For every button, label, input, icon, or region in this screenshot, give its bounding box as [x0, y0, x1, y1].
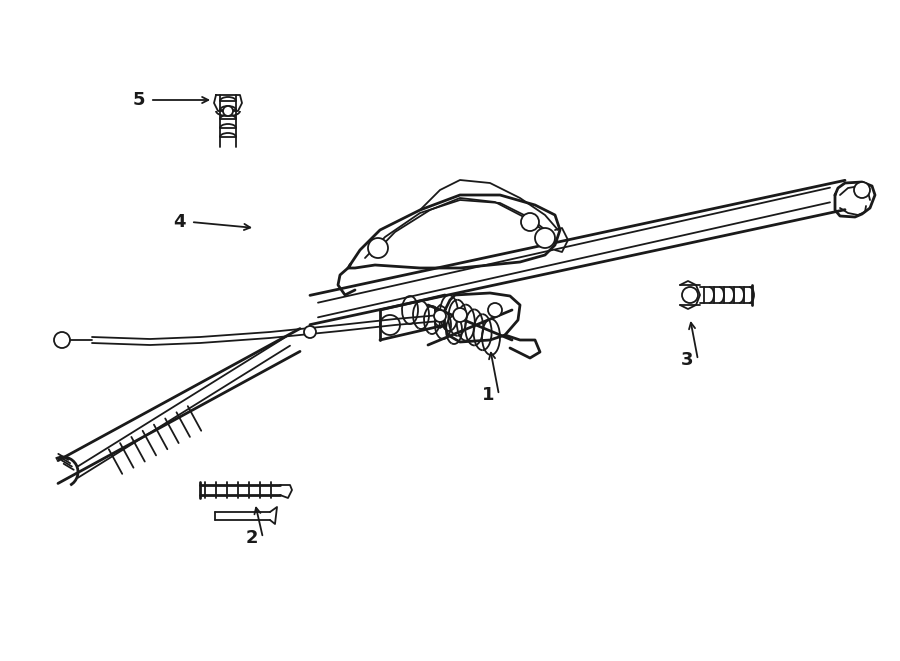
Circle shape: [854, 182, 870, 198]
Circle shape: [368, 238, 388, 258]
Circle shape: [453, 308, 467, 322]
Text: 2: 2: [246, 529, 258, 547]
Text: 1: 1: [482, 386, 494, 404]
Circle shape: [304, 326, 316, 338]
Text: 5: 5: [132, 91, 145, 109]
Circle shape: [488, 303, 502, 317]
Text: 4: 4: [174, 213, 186, 231]
Circle shape: [521, 213, 539, 231]
Circle shape: [54, 332, 70, 348]
Circle shape: [434, 310, 446, 322]
Circle shape: [682, 287, 698, 303]
Circle shape: [223, 106, 233, 116]
Circle shape: [535, 228, 555, 248]
Text: 3: 3: [680, 351, 693, 369]
